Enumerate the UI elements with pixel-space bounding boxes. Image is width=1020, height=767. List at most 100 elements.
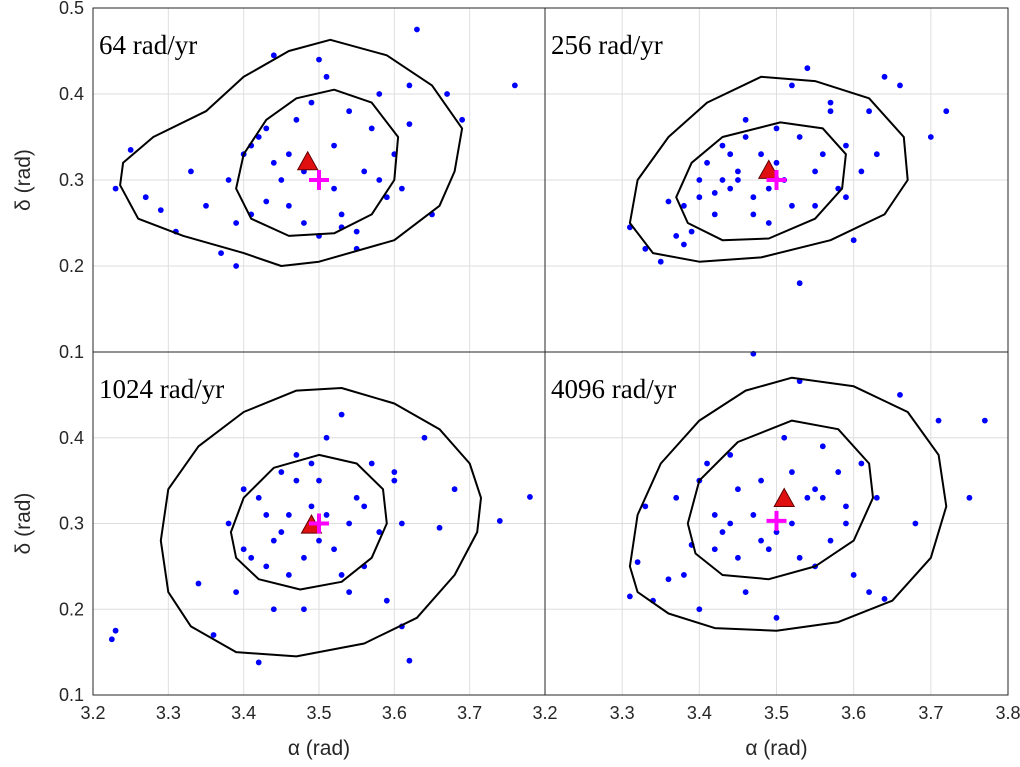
data-point — [346, 520, 353, 527]
data-point — [819, 443, 826, 450]
contour-line — [119, 38, 464, 267]
data-point — [331, 546, 337, 553]
data-point — [634, 559, 641, 565]
data-point — [112, 627, 119, 634]
data-point — [406, 121, 413, 127]
data-point — [293, 477, 300, 484]
data-point — [233, 589, 240, 595]
x-tick-label: 3.7 — [918, 703, 943, 723]
contour-line — [628, 376, 948, 632]
data-point — [789, 202, 795, 209]
x-tick-label: 3.8 — [995, 703, 1020, 723]
data-point — [711, 546, 718, 553]
x-tick-label: 3.6 — [841, 703, 866, 723]
data-point — [812, 202, 818, 209]
data-point — [240, 546, 247, 553]
data-point — [285, 202, 292, 209]
y-tick-label: 0.2 — [59, 256, 84, 276]
data-point — [789, 520, 795, 527]
data-point — [263, 125, 270, 132]
data-point — [496, 518, 503, 524]
data-point — [255, 134, 262, 140]
data-point — [270, 537, 277, 544]
data-point — [263, 512, 270, 518]
data-point — [789, 82, 795, 89]
contour-line — [235, 88, 400, 237]
data-point — [711, 512, 718, 518]
data-point — [225, 177, 232, 183]
data-point — [812, 486, 818, 493]
data-point — [750, 194, 757, 201]
data-point — [735, 486, 741, 493]
data-point — [414, 26, 420, 33]
data-point — [681, 572, 687, 578]
data-point — [338, 411, 345, 418]
data-point — [758, 537, 764, 544]
data-point — [210, 632, 217, 638]
data-point — [781, 434, 788, 441]
data-point — [376, 91, 383, 97]
data-point — [866, 589, 872, 595]
data-point — [376, 529, 383, 535]
data-point — [873, 494, 880, 501]
data-point — [316, 477, 322, 484]
contour-line — [229, 453, 388, 591]
data-point — [881, 596, 888, 602]
y-tick-label: 0.2 — [59, 599, 84, 619]
data-point — [195, 580, 202, 587]
data-point — [742, 589, 749, 595]
x-tick-label: 3.2 — [532, 703, 557, 723]
data-point — [673, 494, 680, 501]
panel-title: 64 rad/yr — [99, 30, 197, 60]
data-point — [233, 263, 240, 269]
data-point — [796, 134, 803, 140]
data-point — [353, 494, 360, 501]
data-point — [943, 108, 950, 115]
data-point — [773, 125, 780, 132]
data-point — [278, 177, 285, 183]
data-point — [376, 177, 383, 183]
data-point — [711, 190, 718, 196]
estimate-marker — [296, 150, 319, 171]
y-tick-label: 0.4 — [59, 84, 84, 104]
data-point — [323, 512, 330, 518]
data-point — [642, 503, 649, 510]
x-tick-label: 3.3 — [156, 703, 181, 723]
data-point — [704, 159, 710, 166]
data-point — [323, 434, 330, 441]
panel-title: 4096 rad/yr — [551, 374, 676, 404]
data-point — [796, 280, 803, 287]
y-tick-label: 0.3 — [59, 514, 84, 534]
x-axis-label: α (rad) — [745, 737, 807, 760]
data-point — [255, 494, 262, 501]
data-point — [293, 452, 300, 458]
data-point — [742, 116, 749, 123]
y-tick-label: 0.1 — [59, 342, 84, 362]
data-point — [642, 245, 649, 252]
data-point — [108, 636, 115, 643]
contour-line — [628, 75, 909, 263]
data-point — [263, 563, 270, 570]
data-point — [285, 151, 292, 158]
mark-layer — [108, 26, 988, 666]
data-point — [368, 460, 375, 467]
data-point — [804, 65, 811, 72]
true-value-marker — [309, 513, 329, 534]
data-point — [897, 391, 903, 398]
data-point — [804, 494, 811, 501]
data-point — [758, 151, 764, 158]
data-point — [657, 258, 664, 265]
data-point — [361, 503, 368, 510]
x-tick-label: 3.5 — [306, 703, 331, 723]
data-point — [758, 477, 764, 484]
data-point — [927, 134, 934, 140]
data-point — [346, 589, 353, 595]
data-point — [157, 207, 164, 214]
data-point — [727, 151, 734, 158]
data-point — [681, 202, 687, 209]
data-point — [704, 460, 710, 467]
true-value-marker — [766, 170, 787, 190]
data-point — [881, 73, 888, 80]
data-point — [391, 469, 398, 475]
